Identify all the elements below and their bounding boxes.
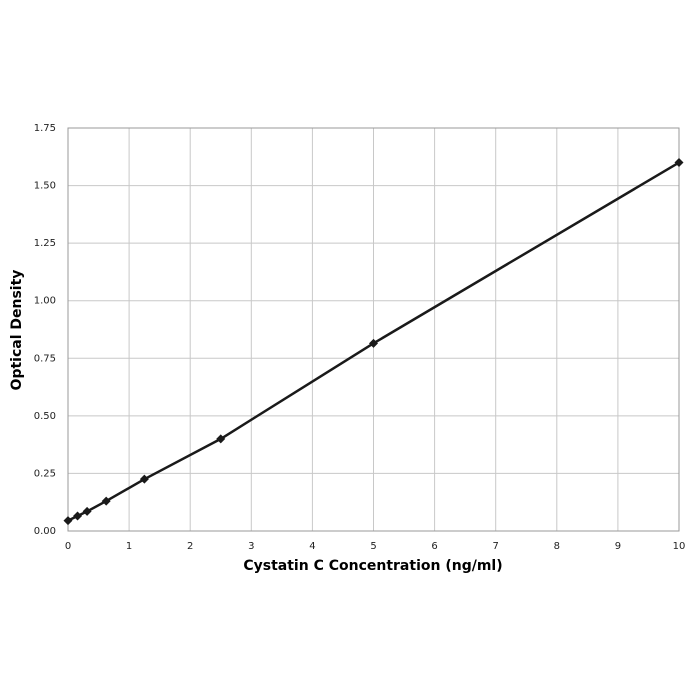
x-tick-label: 5 <box>370 541 376 552</box>
x-tick-label: 9 <box>615 541 621 552</box>
x-tick-label: 2 <box>187 541 193 552</box>
x-tick-label: 1 <box>126 541 132 552</box>
data-point <box>674 158 684 168</box>
x-tick-label: 10 <box>673 541 686 552</box>
y-tick-label: 1.75 <box>34 123 56 134</box>
x-tick-label: 6 <box>431 541 437 552</box>
y-tick-label: 1.50 <box>34 181 56 192</box>
x-tick-label: 3 <box>248 541 254 552</box>
data-point <box>216 434 226 444</box>
x-tick-label: 4 <box>309 541 315 552</box>
y-tick-label: 1.00 <box>34 296 56 307</box>
y-tick-label: 1.25 <box>34 238 56 249</box>
y-tick-label: 0.75 <box>34 353 56 364</box>
y-tick-label: 0.50 <box>34 411 56 422</box>
data-point <box>101 496 111 506</box>
y-tick-label: 0.00 <box>34 526 56 537</box>
data-point <box>139 474 149 484</box>
y-axis-title: Optical Density <box>9 270 25 391</box>
data-point <box>82 506 92 516</box>
x-tick-label: 8 <box>554 541 560 552</box>
data-point <box>63 516 73 526</box>
data-point <box>73 511 83 521</box>
x-axis-title: Cystatin C Concentration (ng/ml) <box>243 558 502 574</box>
data-point <box>369 338 378 348</box>
x-tick-label: 0 <box>65 541 71 552</box>
plot-frame <box>67 127 680 532</box>
x-tick-label: 7 <box>493 541 499 552</box>
y-tick-label: 0.25 <box>34 468 56 479</box>
